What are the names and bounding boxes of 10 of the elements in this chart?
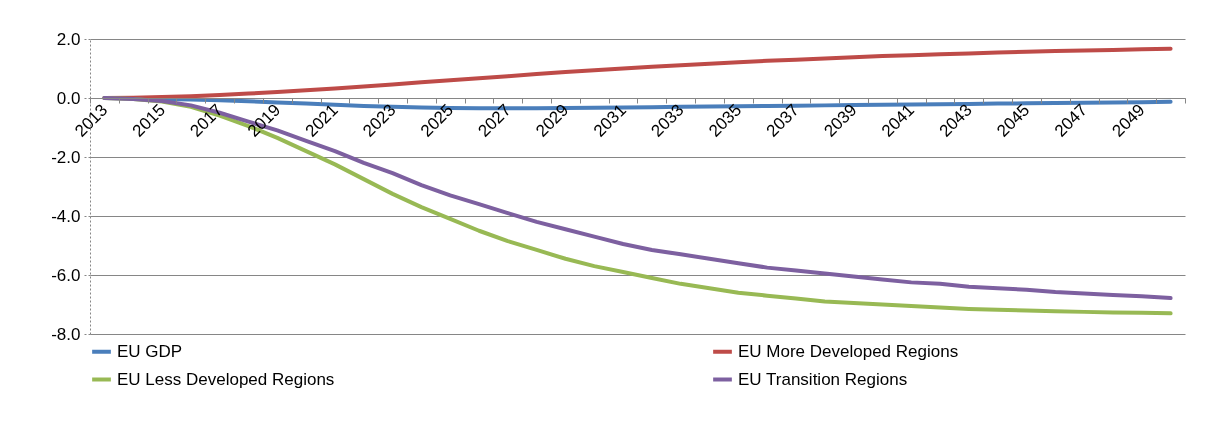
y-tick-label: -4.0 bbox=[51, 206, 81, 226]
legend-label: EU Transition Regions bbox=[738, 369, 908, 389]
legend-label: EU GDP bbox=[117, 341, 183, 361]
y-tick-label: -2.0 bbox=[51, 147, 81, 167]
y-tick-label: -6.0 bbox=[51, 265, 81, 285]
legend-label: EU More Developed Regions bbox=[738, 341, 959, 361]
y-tick-label: 2.0 bbox=[56, 29, 81, 49]
y-tick-label: 0.0 bbox=[56, 88, 81, 108]
legend-label: EU Less Developed Regions bbox=[117, 369, 335, 389]
y-tick-label: -8.0 bbox=[51, 324, 81, 344]
